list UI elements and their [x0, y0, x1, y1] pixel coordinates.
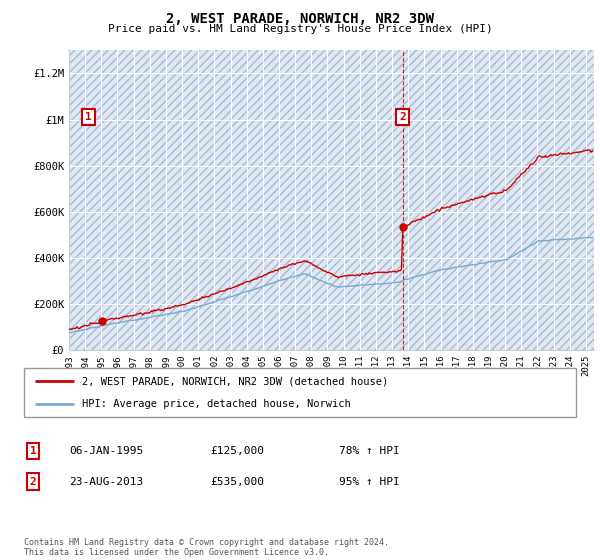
Text: £125,000: £125,000 — [210, 446, 264, 456]
Text: 2, WEST PARADE, NORWICH, NR2 3DW: 2, WEST PARADE, NORWICH, NR2 3DW — [166, 12, 434, 26]
Text: 78% ↑ HPI: 78% ↑ HPI — [339, 446, 400, 456]
Text: 23-AUG-2013: 23-AUG-2013 — [69, 477, 143, 487]
Text: £535,000: £535,000 — [210, 477, 264, 487]
Text: 2: 2 — [399, 112, 406, 122]
Text: HPI: Average price, detached house, Norwich: HPI: Average price, detached house, Norw… — [82, 399, 351, 409]
FancyBboxPatch shape — [24, 368, 576, 417]
Text: Contains HM Land Registry data © Crown copyright and database right 2024.
This d: Contains HM Land Registry data © Crown c… — [24, 538, 389, 557]
Text: 2, WEST PARADE, NORWICH, NR2 3DW (detached house): 2, WEST PARADE, NORWICH, NR2 3DW (detach… — [82, 376, 388, 386]
Text: 06-JAN-1995: 06-JAN-1995 — [69, 446, 143, 456]
Text: 1: 1 — [29, 446, 37, 456]
Text: Price paid vs. HM Land Registry's House Price Index (HPI): Price paid vs. HM Land Registry's House … — [107, 24, 493, 34]
Text: 95% ↑ HPI: 95% ↑ HPI — [339, 477, 400, 487]
Text: 1: 1 — [85, 112, 92, 122]
Text: 2: 2 — [29, 477, 37, 487]
